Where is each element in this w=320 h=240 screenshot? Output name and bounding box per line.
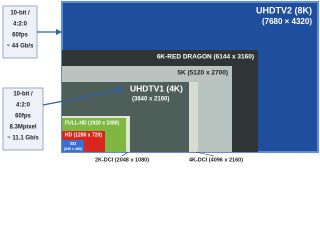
2k-dci-label: 2K-DCI (2048 x 1080) <box>95 157 149 163</box>
resolution-diagram: UHDTV2 (8K) (7680 × 4320) 6K-RED DRAGON … <box>2 1 319 163</box>
6k-label: 6K-RED DRAGON (6144 x 3160) <box>157 54 254 61</box>
uhdtv1-resolution: (3840 x 2160) <box>132 97 169 103</box>
hd-label: HD (1280 x 720) <box>65 132 102 138</box>
callout-line: 60fps <box>12 33 28 39</box>
leader-line <box>121 151 129 157</box>
arrow-head <box>116 87 123 93</box>
callout-line: ~ 44 Gb/s <box>7 44 35 50</box>
uhdtv2-resolution: (7680 × 4320) <box>262 17 312 26</box>
callout-line: 8.3Mpixel <box>9 125 36 131</box>
callout-arrow <box>42 89 121 106</box>
callout-line: 10-bit / <box>10 11 30 17</box>
callout-box <box>2 5 38 59</box>
5k-label: 5K (5120 x 2700) <box>177 70 228 77</box>
uhdtv1-label: UHDTV1 (4K) <box>130 83 183 93</box>
sd-label: SD <box>70 141 77 146</box>
callout-line: 4:2:0 <box>13 22 28 28</box>
arrow-head <box>56 29 62 35</box>
callout-line: 4:2:0 <box>16 103 31 109</box>
leader-line <box>195 151 215 157</box>
sd-area <box>62 140 84 152</box>
callout-line: ~ 11.1 Gb/s <box>7 136 39 142</box>
uhdtv2-label: UHDTV2 (8K) <box>256 5 312 15</box>
callout-line: 10-bit / <box>13 92 33 98</box>
sd-resolution: (640 x 480) <box>64 147 82 151</box>
callout-line: 60fps <box>15 114 31 120</box>
callout-box <box>2 87 44 151</box>
full-hd-label: FULL-HD (1920 x 1080) <box>65 120 120 126</box>
4k-dci-label: 4K-DCI (4096 x 2160) <box>189 157 243 163</box>
callouts: 10-bit / 4:2:0 60fps ~ 44 Gb/s 10-bit / 4:2:0… <box>7 11 40 142</box>
